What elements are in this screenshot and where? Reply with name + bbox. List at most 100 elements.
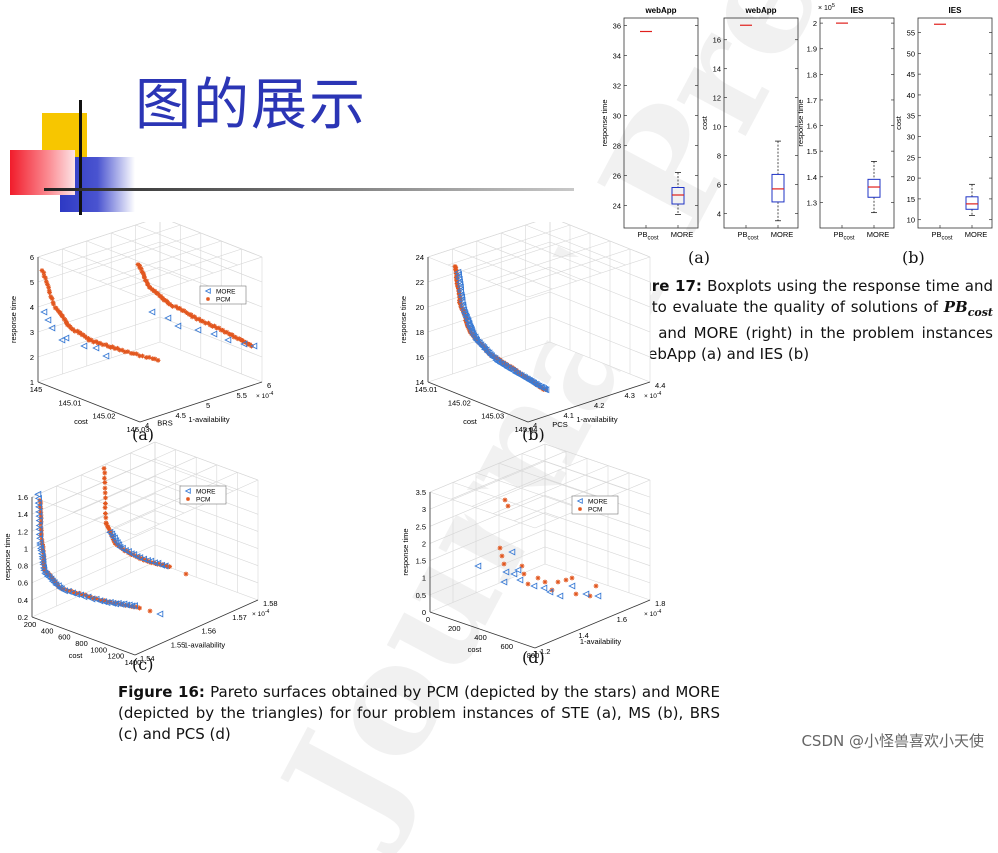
grid-line (135, 224, 238, 266)
more-triangle-point (130, 602, 138, 610)
fig16-caption-label: Figure 16: (118, 683, 205, 701)
grid-line (501, 232, 602, 274)
y-tick-label: 24 (613, 202, 621, 211)
pcm-star-point (117, 347, 123, 353)
y-tick-label: 1.3 (807, 198, 817, 207)
grid-line (31, 458, 156, 515)
y-tick-label: 20 (907, 174, 915, 183)
pcm-star-point (152, 356, 158, 362)
more-triangle-point (466, 323, 474, 331)
pcm-star-point (131, 351, 137, 356)
pcm-star-point (167, 564, 173, 569)
fig17-sub-a: (a) (688, 248, 711, 267)
more-triangle-point (457, 291, 465, 299)
x-tick-label-pbcost: PBcost (931, 230, 952, 242)
x-axis-label: cost (74, 417, 89, 426)
legend-box (179, 485, 227, 505)
y-tick-label: 6 (267, 381, 271, 390)
grid-line (544, 529, 651, 566)
y-axis-label: cost (700, 115, 709, 130)
grid-line (427, 222, 536, 258)
grid-line (154, 544, 259, 584)
box-iqr (867, 178, 881, 198)
z-axis-label: response time (399, 296, 408, 343)
y-axis-label: response time (796, 99, 805, 146)
pcm-star-point (60, 313, 65, 319)
y-exponent: × 10-4 (644, 391, 662, 400)
pcm-star-point (502, 497, 508, 503)
z-axis-label: response time (3, 533, 12, 580)
pcm-star-point (236, 336, 242, 342)
grid-line (429, 478, 546, 527)
pcm-star-point (200, 318, 206, 324)
more-triangle-point (456, 288, 465, 296)
more-triangle-point (35, 503, 43, 511)
pcm-star-point (497, 545, 503, 551)
grid-line (476, 240, 577, 282)
x-tick-label: 200 (24, 620, 37, 629)
grid-line (450, 450, 567, 500)
y-tick-label: 1.5 (807, 147, 817, 156)
grid-line (429, 546, 546, 596)
grid-line (429, 495, 546, 544)
axes-back (32, 480, 258, 600)
grid-line (544, 443, 651, 481)
grid-line (31, 496, 136, 536)
z-tick-label: 3 (30, 328, 34, 337)
pcm-star-point (62, 317, 68, 323)
pcm-star-point (140, 270, 146, 275)
more-triangle-point (480, 343, 488, 352)
more-triangle-point (154, 559, 162, 567)
more-triangle-point (38, 555, 46, 563)
grid-line (159, 291, 263, 333)
y-tick-label: 4.1 (564, 411, 574, 420)
y-tick-label: 4.2 (594, 401, 604, 410)
z-tick-label: 1.2 (18, 527, 28, 536)
grid-line (467, 232, 591, 274)
fig16-sub-b: (b) (522, 425, 545, 444)
pcm-star-point (555, 579, 561, 585)
boxplot-axes-frame (623, 17, 699, 229)
pcm-star-point (90, 596, 96, 601)
z-tick-label: 1.4 (18, 510, 28, 519)
pcm-star-point (475, 337, 480, 343)
y-tick-label: 10 (907, 216, 915, 225)
pcm-star-point (100, 342, 106, 348)
z-tick-label: 14 (416, 378, 424, 387)
grid-line (86, 240, 189, 282)
z-tick-label: 20 (416, 303, 424, 312)
y-axis-label: 1-availability (188, 415, 230, 424)
pcm-star-point (243, 339, 249, 345)
more-triangle-point (161, 562, 169, 570)
x-tick-label: 145.03 (127, 425, 150, 434)
more-triangle-point (594, 592, 602, 600)
z-tick-label: 1 (24, 544, 28, 553)
pcm-star-point (203, 320, 208, 326)
z-tick-label: 2 (422, 539, 426, 548)
more-triangle-point (150, 559, 158, 567)
fig17-caption-text-1: Boxplots using the response time and cos… (615, 277, 993, 316)
x-tick-label: 200 (448, 624, 461, 633)
more-triangle-point (502, 568, 510, 576)
fig16-sub-d: (d) (522, 648, 545, 667)
z-axis-label: response time (401, 528, 410, 575)
more-triangle-point (34, 490, 42, 498)
z-tick-label: 1.6 (18, 493, 28, 502)
pcm-star-point (229, 332, 235, 338)
x-tick-label: 145.01 (59, 398, 82, 407)
pcm-star-point (569, 575, 575, 581)
pcm-star-point (70, 327, 76, 332)
more-triangle-point (516, 576, 524, 584)
z-tick-label: 0.4 (18, 596, 28, 605)
pcm-star-point (110, 344, 116, 350)
grid-line (114, 472, 238, 528)
boxplot-title: IES (949, 6, 963, 15)
more-triangle-point (500, 578, 508, 586)
pcm-star-point (38, 512, 44, 518)
y-tick-label: 6 (717, 181, 721, 190)
more-triangle-point (224, 336, 232, 344)
pcm-star-point (119, 347, 125, 353)
more-triangle-point (530, 582, 538, 590)
axes-back (428, 257, 650, 382)
